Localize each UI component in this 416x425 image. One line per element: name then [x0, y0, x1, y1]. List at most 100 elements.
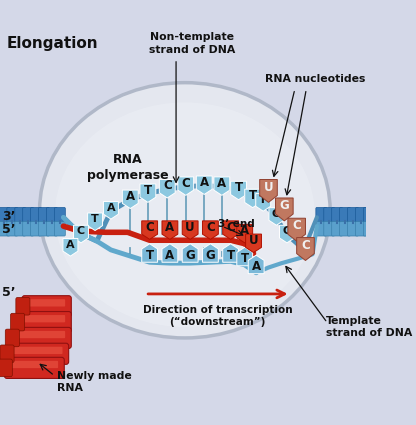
- Text: A: A: [106, 203, 115, 212]
- Polygon shape: [223, 221, 238, 239]
- Text: U: U: [249, 234, 258, 247]
- Polygon shape: [223, 244, 238, 262]
- Polygon shape: [288, 218, 305, 241]
- Polygon shape: [245, 189, 260, 208]
- FancyBboxPatch shape: [21, 315, 65, 323]
- Text: Direction of transcription
(“downstream”): Direction of transcription (“downstream”…: [143, 306, 292, 327]
- Text: T: T: [91, 214, 99, 224]
- FancyBboxPatch shape: [339, 221, 351, 236]
- Polygon shape: [275, 198, 293, 221]
- Text: C: C: [292, 219, 301, 232]
- FancyBboxPatch shape: [12, 327, 71, 348]
- FancyBboxPatch shape: [5, 357, 64, 378]
- FancyBboxPatch shape: [355, 207, 366, 222]
- Polygon shape: [142, 221, 158, 239]
- FancyBboxPatch shape: [5, 329, 20, 347]
- FancyBboxPatch shape: [10, 347, 62, 354]
- FancyBboxPatch shape: [31, 221, 42, 236]
- FancyBboxPatch shape: [39, 207, 50, 222]
- FancyBboxPatch shape: [364, 207, 374, 222]
- Text: 3’ end: 3’ end: [218, 218, 255, 229]
- Polygon shape: [214, 177, 230, 196]
- FancyBboxPatch shape: [9, 361, 58, 368]
- FancyBboxPatch shape: [316, 207, 327, 222]
- Polygon shape: [230, 181, 247, 200]
- Text: C: C: [206, 221, 215, 234]
- FancyBboxPatch shape: [355, 221, 366, 236]
- FancyBboxPatch shape: [324, 221, 335, 236]
- Text: 3’: 3’: [2, 210, 15, 223]
- FancyBboxPatch shape: [16, 331, 65, 338]
- Text: G: G: [280, 199, 289, 212]
- FancyBboxPatch shape: [15, 221, 26, 236]
- Text: A: A: [200, 176, 209, 189]
- FancyBboxPatch shape: [7, 221, 18, 236]
- FancyBboxPatch shape: [0, 221, 10, 236]
- FancyBboxPatch shape: [31, 207, 42, 222]
- Text: T: T: [241, 252, 249, 265]
- Polygon shape: [269, 208, 284, 225]
- Ellipse shape: [40, 82, 330, 338]
- Text: C: C: [77, 227, 85, 236]
- FancyBboxPatch shape: [47, 207, 57, 222]
- Polygon shape: [122, 190, 138, 209]
- Text: A: A: [126, 190, 135, 203]
- Polygon shape: [260, 179, 277, 202]
- Text: A: A: [66, 240, 75, 249]
- FancyBboxPatch shape: [26, 299, 65, 306]
- Polygon shape: [248, 255, 264, 274]
- FancyBboxPatch shape: [316, 221, 327, 236]
- Text: A: A: [165, 221, 174, 234]
- FancyBboxPatch shape: [23, 221, 34, 236]
- Polygon shape: [162, 221, 178, 239]
- Text: U: U: [264, 181, 273, 194]
- Text: C: C: [145, 221, 154, 234]
- Text: C: C: [226, 221, 235, 234]
- FancyBboxPatch shape: [0, 359, 12, 377]
- FancyBboxPatch shape: [54, 221, 65, 236]
- Polygon shape: [203, 221, 218, 239]
- FancyBboxPatch shape: [23, 207, 34, 222]
- Text: G: G: [206, 249, 215, 262]
- Polygon shape: [178, 177, 194, 196]
- FancyBboxPatch shape: [364, 221, 374, 236]
- FancyBboxPatch shape: [332, 207, 343, 222]
- Text: G: G: [272, 209, 281, 219]
- Text: A: A: [252, 260, 261, 273]
- FancyBboxPatch shape: [16, 298, 30, 315]
- Polygon shape: [182, 244, 198, 262]
- Text: Non-template
strand of DNA: Non-template strand of DNA: [149, 32, 235, 55]
- Polygon shape: [162, 244, 178, 262]
- FancyBboxPatch shape: [17, 312, 71, 333]
- FancyBboxPatch shape: [54, 207, 65, 222]
- Polygon shape: [237, 247, 253, 266]
- Text: G: G: [185, 249, 195, 262]
- Polygon shape: [63, 238, 78, 256]
- FancyBboxPatch shape: [10, 313, 25, 331]
- FancyBboxPatch shape: [0, 207, 10, 222]
- FancyBboxPatch shape: [347, 207, 359, 222]
- Polygon shape: [74, 225, 89, 243]
- Text: A: A: [165, 249, 174, 262]
- FancyBboxPatch shape: [6, 343, 69, 364]
- Polygon shape: [140, 184, 156, 202]
- FancyBboxPatch shape: [7, 207, 18, 222]
- Polygon shape: [182, 221, 198, 239]
- FancyBboxPatch shape: [47, 221, 57, 236]
- Text: Newly made
RNA: Newly made RNA: [57, 371, 132, 393]
- Polygon shape: [280, 225, 295, 243]
- Text: T: T: [259, 195, 267, 205]
- Text: C: C: [181, 177, 190, 190]
- Text: T: T: [227, 249, 235, 262]
- Polygon shape: [237, 224, 253, 243]
- Text: T: T: [144, 184, 152, 197]
- Ellipse shape: [55, 102, 315, 327]
- Text: RNA
polymerase: RNA polymerase: [87, 153, 168, 182]
- FancyBboxPatch shape: [0, 345, 14, 363]
- Text: A: A: [217, 177, 226, 190]
- FancyBboxPatch shape: [15, 207, 26, 222]
- Text: C: C: [163, 179, 172, 193]
- Text: 5’: 5’: [2, 286, 15, 299]
- FancyBboxPatch shape: [324, 207, 335, 222]
- FancyBboxPatch shape: [339, 207, 351, 222]
